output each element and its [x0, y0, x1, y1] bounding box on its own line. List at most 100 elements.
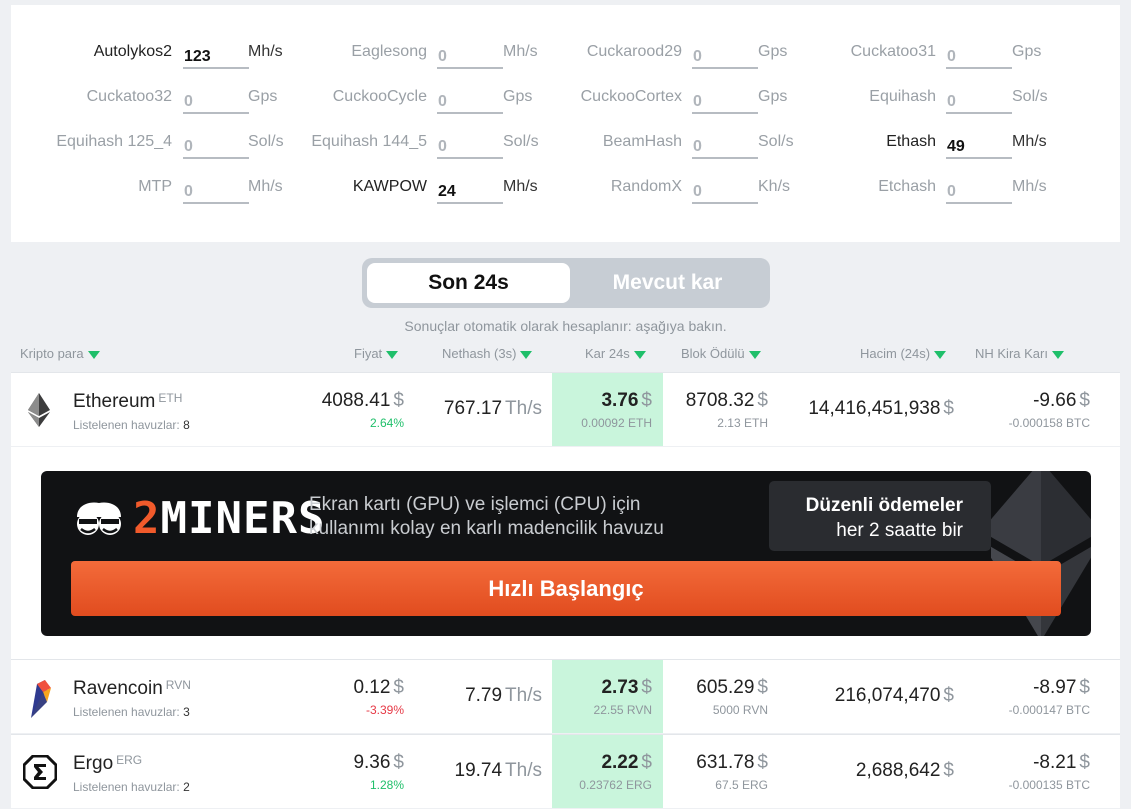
nethash-cell: 19.74 Th/s — [455, 760, 543, 782]
ethereum-logo-icon — [23, 393, 55, 427]
price-value: 9.36 — [353, 752, 391, 773]
hashrate-input-eaglesong[interactable] — [437, 39, 503, 69]
nethash-value: 767.17 — [443, 398, 503, 419]
hashrate-label-beamhash: BeamHash — [602, 133, 682, 150]
nethash-value: 7.79 — [465, 685, 503, 706]
col-header-price[interactable]: Fiyat — [354, 346, 399, 361]
reward-cell: 605.29 $ — [696, 677, 768, 699]
toggle-last-24h[interactable]: Son 24s — [367, 263, 570, 303]
nethash-unit: Th/s — [505, 685, 542, 706]
reward-currency: $ — [757, 752, 768, 773]
nh-currency: $ — [1079, 390, 1090, 411]
quick-start-button[interactable]: Hızlı Başlangıç — [71, 561, 1061, 616]
price-change: -3.39% — [365, 703, 404, 717]
nh-cell: -8.21 $ — [1033, 752, 1090, 774]
brand-word: 2MINERS — [133, 493, 325, 544]
coin-name[interactable]: Ravencoin RVN — [73, 678, 191, 700]
hashrate-label-cuckoocortex: CuckooCortex — [580, 88, 682, 105]
reward-coin-amount: 2.13 ETH — [717, 416, 768, 430]
hashrate-input-etchash[interactable] — [946, 174, 1012, 204]
hashrate-input-cuckoocortex[interactable] — [692, 84, 758, 114]
nethash-value: 19.74 — [454, 760, 503, 781]
hashrate-unit-randomx: Kh/s — [758, 178, 791, 195]
hashrate-input-equihash[interactable] — [946, 84, 1012, 114]
sort-arrow-icon — [87, 350, 100, 359]
hashrate-input-randomx[interactable] — [692, 174, 758, 204]
nh-value: -9.66 — [1033, 390, 1077, 411]
reward-cell: 8708.32 $ — [686, 390, 768, 412]
hashrate-unit-cuckatoo32: Gps — [248, 88, 278, 105]
reward-coin-amount: 5000 RVN — [712, 703, 768, 717]
hashrate-input-beamhash[interactable] — [692, 129, 758, 159]
pools-label: Listelenen havuzlar: — [73, 780, 180, 794]
ad-tagline-line2: kullanımı kolay en karlı madencilik havu… — [309, 518, 664, 539]
col-header-profit[interactable]: Kar 24s — [585, 346, 646, 361]
hashrate-unit-kawpow: Mh/s — [503, 178, 538, 195]
hashrate-input-cuckoocycle[interactable] — [437, 84, 503, 114]
hashrate-input-equihash-125-4[interactable] — [183, 129, 249, 159]
pools-value: 8 — [183, 418, 190, 432]
table-row[interactable]: Ethereum ETH Listelenen havuzlar: 8 4088.41… — [11, 372, 1120, 446]
nh-value: -8.97 — [1033, 677, 1077, 698]
price-cell: 4088.41 $ — [322, 390, 404, 412]
hashrate-input-mtp[interactable] — [183, 174, 249, 204]
coin-name-text: Ravencoin — [73, 678, 163, 699]
hashrate-label-randomx: RandomX — [610, 178, 682, 195]
volume-cell: 14,416,451,938 $ — [808, 398, 954, 420]
profit-currency: $ — [641, 390, 652, 411]
coin-ticker: RVN — [165, 678, 191, 692]
hashrate-input-ethash[interactable] — [946, 129, 1012, 159]
pools-count: Listelenen havuzlar: 3 — [73, 705, 190, 719]
brand-logo: 2MINERS — [71, 493, 324, 544]
col-header-reward-label: Blok Ödülü — [681, 346, 745, 361]
ad-tagline-line1: Ekran kartı (GPU) ve işlemci (CPU) için — [309, 494, 641, 515]
pools-count: Listelenen havuzlar: 8 — [73, 418, 190, 432]
price-value: 4088.41 — [321, 390, 391, 411]
hashrate-label-cuckoocycle: CuckooCycle — [332, 88, 427, 105]
price-change: 1.28% — [369, 778, 404, 792]
hashrate-input-cuckatoo31[interactable] — [946, 39, 1012, 69]
hashrate-input-cuckarood29[interactable] — [692, 39, 758, 69]
col-header-nethash[interactable]: Nethash (3s) — [442, 346, 533, 361]
hashrate-input-autolykos2[interactable] — [183, 39, 249, 69]
hashrate-unit-beamhash: Sol/s — [758, 133, 794, 150]
col-header-coin[interactable]: Kripto para — [20, 346, 100, 361]
ad-tagline: Ekran kartı (GPU) ve işlemci (CPU) için … — [309, 493, 709, 541]
hashrate-input-cuckatoo32[interactable] — [183, 84, 249, 114]
profit-currency: $ — [641, 752, 652, 773]
table-row[interactable]: Ergo ERG Listelenen havuzlar: 2 9.36 $1.28% 1… — [11, 734, 1120, 808]
hashrate-unit-ethash: Mh/s — [1012, 133, 1047, 150]
nethash-unit: Th/s — [505, 398, 542, 419]
hashrate-input-equihash-144-5[interactable] — [437, 129, 503, 159]
col-header-nh[interactable]: NH Kira Karı — [975, 346, 1064, 361]
nh-currency: $ — [1079, 677, 1090, 698]
reward-currency: $ — [757, 390, 768, 411]
col-header-reward[interactable]: Blok Ödülü — [681, 346, 761, 361]
hashrate-label-cuckatoo32: Cuckatoo32 — [86, 88, 172, 105]
hashrate-label-ethash: Ethash — [886, 133, 936, 150]
hashrate-unit-autolykos2: Mh/s — [248, 43, 283, 60]
profit-highlight — [552, 660, 663, 733]
hashrate-label-eaglesong: Eaglesong — [351, 43, 427, 60]
col-header-volume[interactable]: Hacim (24s) — [860, 346, 947, 361]
profit-coin-amount: 0.23762 ERG — [579, 778, 652, 792]
hashrate-unit-equihash-125-4: Sol/s — [248, 133, 284, 150]
price-currency: $ — [393, 390, 404, 411]
coin-name[interactable]: Ethereum ETH — [73, 391, 182, 413]
table-row[interactable]: Ravencoin RVN Listelenen havuzlar: 3 0.12 $ -… — [11, 659, 1120, 733]
pools-label: Listelenen havuzlar: — [73, 705, 180, 719]
hashrate-input-kawpow[interactable] — [437, 174, 503, 204]
col-header-volume-label: Hacim (24s) — [860, 346, 931, 361]
brand-text: MINERS — [160, 493, 326, 544]
ad-banner-2miners[interactable]: 2MINERS Ekran kartı (GPU) ve işlemci (CP… — [41, 471, 1091, 636]
reward-value: 605.29 — [696, 677, 755, 698]
coin-name[interactable]: Ergo ERG — [73, 753, 142, 775]
col-header-price-label: Fiyat — [354, 346, 383, 361]
volume-value: 216,074,470 — [834, 685, 941, 706]
payout-box: Düzenli ödemeler her 2 saatte bir — [769, 481, 991, 551]
hashrate-label-cuckarood29: Cuckarood29 — [586, 43, 682, 60]
toggle-current-profit[interactable]: Mevcut kar — [612, 271, 723, 294]
col-header-coin-label: Kripto para — [20, 346, 84, 361]
hashrate-unit-cuckarood29: Gps — [758, 43, 788, 60]
price-cell: 0.12 $ — [353, 677, 404, 699]
